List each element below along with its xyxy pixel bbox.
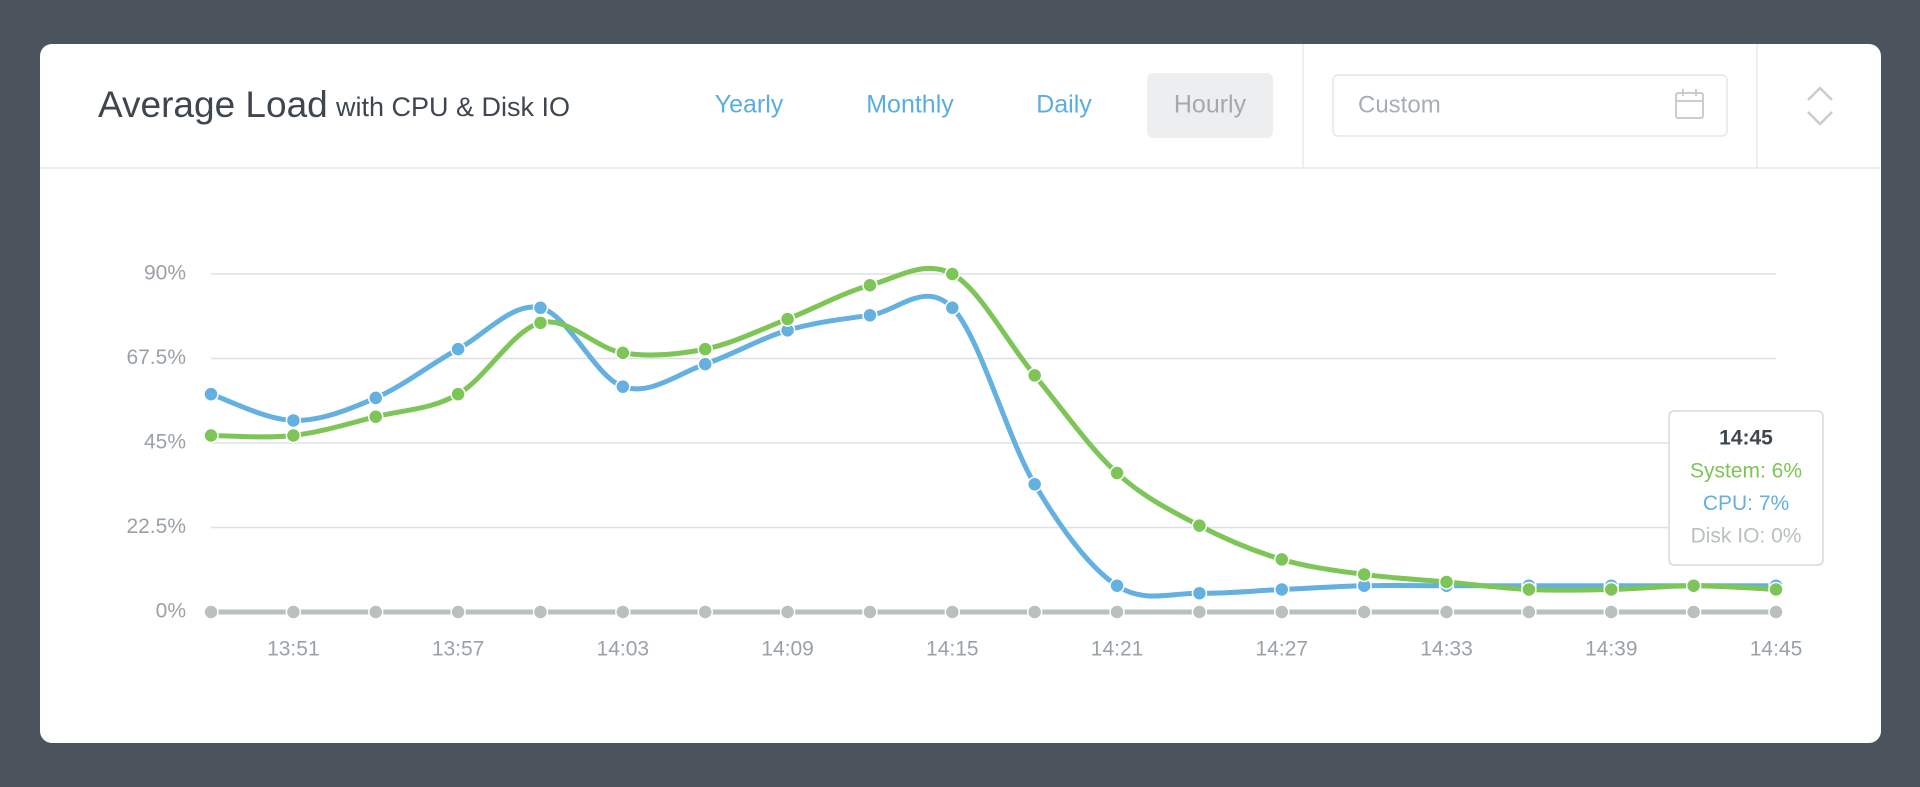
data-point [367, 408, 384, 425]
data-point [285, 412, 302, 429]
data-point [203, 604, 219, 620]
data-point [1191, 517, 1208, 534]
tooltip-line: System: 6% [1690, 460, 1802, 483]
tab[interactable]: Yearly [715, 91, 784, 119]
data-point [1521, 581, 1537, 598]
data-point [1026, 604, 1043, 620]
data-point [1191, 585, 1208, 601]
tooltip-title: 14:45 [1719, 427, 1773, 450]
x-tick-label: 14:27 [1256, 638, 1309, 661]
x-tick-label: 14:21 [1091, 638, 1144, 661]
y-tick-label: 45% [144, 431, 186, 454]
active-tab-bg [1147, 73, 1273, 138]
data-point [450, 341, 466, 357]
data-point [862, 604, 878, 620]
data-point [697, 356, 713, 372]
tooltip-box [1668, 410, 1824, 566]
data-point [1685, 577, 1702, 594]
y-tick-label: 90% [144, 262, 186, 285]
tab[interactable]: Monthly [866, 91, 954, 119]
data-point [615, 345, 631, 361]
data-point [1274, 604, 1290, 620]
data-point [1521, 604, 1537, 620]
data-point [1274, 551, 1290, 568]
data-point [203, 427, 219, 444]
data-point [367, 390, 384, 406]
data-point [1109, 577, 1125, 594]
x-tick-label: 14:39 [1585, 638, 1638, 661]
tabs: Yearly Monthly Daily Hourly [715, 73, 1273, 138]
data-point [1768, 581, 1784, 598]
x-tick-label: 14:09 [761, 638, 814, 661]
data-point [1768, 604, 1784, 620]
data-point [1109, 604, 1125, 620]
data-point [285, 427, 302, 444]
tooltip-line: CPU: 7% [1703, 492, 1789, 515]
data-point [532, 315, 549, 331]
y-tick-label: 0% [156, 600, 186, 623]
data-point [1274, 581, 1290, 598]
data-point [532, 300, 549, 316]
data-point [779, 311, 796, 327]
y-tick-label: 22.5% [126, 515, 186, 538]
x-tick-label: 14:45 [1750, 638, 1803, 661]
card [40, 44, 1881, 743]
calendar-icon[interactable] [1675, 89, 1704, 119]
data-point [779, 604, 796, 620]
x-tick-label: 14:15 [926, 638, 979, 661]
tab[interactable]: Daily [1036, 91, 1092, 119]
subtitle: with CPU & Disk IO [335, 92, 570, 122]
data-point [1685, 604, 1702, 620]
tooltip-line: Disk IO: 0% [1691, 525, 1802, 548]
data-point [944, 604, 961, 620]
data-point [367, 604, 384, 620]
data-point [697, 341, 713, 357]
data-point [944, 266, 961, 282]
data-point [1356, 604, 1372, 620]
custom-placeholder[interactable]: Custom [1358, 91, 1441, 118]
x-tick-label: 13:57 [432, 638, 485, 661]
data-point [203, 386, 219, 402]
expand-icon[interactable] [1807, 86, 1833, 126]
data-point [1438, 574, 1455, 590]
data-point [1191, 604, 1208, 620]
data-point [862, 277, 878, 294]
data-point [862, 307, 878, 324]
custom-input[interactable] [1332, 74, 1728, 137]
data-point [697, 604, 713, 620]
data-point [615, 378, 631, 395]
data-point [1026, 367, 1043, 384]
data-point [1603, 604, 1620, 620]
data-point [450, 386, 466, 402]
data-point [1356, 566, 1372, 583]
tooltip: 14:45 System: 6% CPU: 7% Disk IO: 0% [1668, 410, 1824, 566]
chart: 0% 22.5% 45% 67.5% 90% 13:51 13:57 14:03 14:09 14… [126, 262, 1824, 661]
data-point [1603, 581, 1620, 598]
data-point [285, 604, 302, 620]
y-tick-label: 67.5% [126, 346, 186, 369]
series-line [210, 265, 1777, 593]
data-point [615, 604, 631, 620]
x-tick-label: 13:51 [267, 638, 320, 661]
data-point [1026, 476, 1043, 493]
x-tick-label: 14:33 [1420, 638, 1473, 661]
x-tick-label: 14:03 [597, 638, 650, 661]
tab[interactable]: Hourly [1174, 91, 1247, 119]
data-point [532, 604, 549, 620]
data-point [1438, 604, 1455, 620]
data-point [450, 604, 466, 620]
data-point [1109, 465, 1125, 481]
title: Average Load [98, 84, 328, 125]
data-point [944, 300, 961, 316]
